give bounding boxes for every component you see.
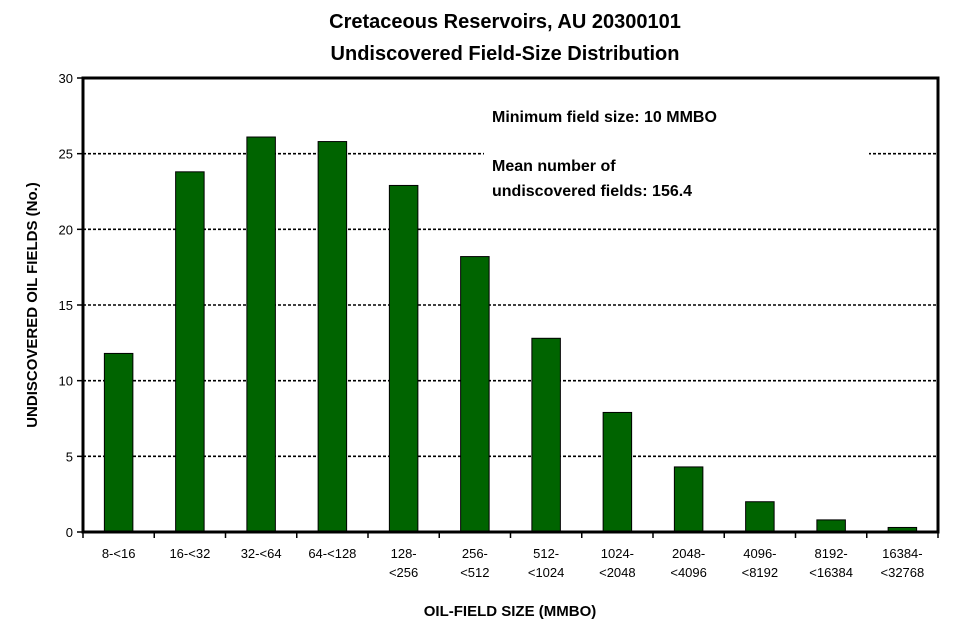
- y-tick-label: 30: [59, 71, 73, 86]
- annotation-mean-line-2: undiscovered fields: 156.4: [492, 183, 692, 200]
- x-tick-label: 8-<16: [102, 546, 136, 561]
- x-tick-label-line: 4096-: [743, 546, 776, 561]
- x-tick-label: 4096- <8192: [742, 546, 779, 580]
- x-tick-label-line: 8192-: [815, 546, 848, 561]
- bar: [317, 141, 348, 533]
- x-axis-label: OIL-FIELD SIZE (MMBO): [424, 603, 596, 620]
- x-tick-label-line: 128-: [391, 546, 417, 561]
- x-tick-label: 16-<32: [169, 546, 210, 561]
- x-axis-ticks: 8-<16 16-<32 32-<64 64-<128 128- <256 256- <512…: [82, 532, 939, 580]
- bar: [388, 184, 419, 533]
- x-tick-label-line: 512-: [533, 546, 559, 561]
- bar: [602, 411, 633, 533]
- annotation-mean-line-1: Mean number of: [492, 158, 616, 175]
- x-tick-label-line: <8192: [742, 565, 779, 580]
- x-tick-label-line: <1024: [528, 565, 565, 580]
- x-tick-label-line: 2048-: [672, 546, 705, 561]
- x-tick-label: 16384- <32768: [881, 546, 925, 580]
- bar: [745, 501, 775, 533]
- x-tick-label-line: <4096: [670, 565, 707, 580]
- y-tick-label: 0: [66, 525, 73, 540]
- y-tick-label: 10: [59, 374, 73, 389]
- x-tick-label: 256- <512: [460, 546, 489, 580]
- x-tick-label-line: 16384-: [882, 546, 922, 561]
- x-tick-label-line: <2048: [599, 565, 636, 580]
- x-tick-label-line: 64-<128: [308, 546, 356, 561]
- x-tick-label-line: <512: [460, 565, 489, 580]
- y-tick-label: 15: [59, 298, 73, 313]
- y-tick-label: 25: [59, 147, 73, 162]
- bars: [103, 136, 918, 533]
- bar: [460, 256, 490, 533]
- x-tick-label-line: 32-<64: [241, 546, 282, 561]
- y-tick-label: 5: [66, 449, 73, 464]
- x-tick-label-line: <256: [389, 565, 418, 580]
- x-tick-label: 128- <256: [389, 546, 418, 580]
- chart-title-line-1: Cretaceous Reservoirs, AU 20300101: [329, 11, 681, 33]
- bar: [531, 337, 561, 533]
- x-tick-label-line: 1024-: [601, 546, 634, 561]
- y-axis-label: UNDISCOVERED OIL FIELDS (No.): [24, 182, 41, 428]
- y-axis-ticks: 0 5 10 15 20 25 30: [59, 71, 83, 540]
- x-tick-label: 2048- <4096: [670, 546, 707, 580]
- bar: [673, 466, 704, 533]
- bar: [175, 171, 205, 533]
- x-tick-label: 8192- <16384: [809, 546, 853, 580]
- annotation-min-field-size: Minimum field size: 10 MMBO: [492, 109, 717, 126]
- y-tick-label: 20: [59, 222, 73, 237]
- x-tick-label: 64-<128: [308, 546, 356, 561]
- x-tick-label: 512- <1024: [528, 546, 565, 580]
- chart-title-line-2: Undiscovered Field-Size Distribution: [331, 43, 680, 65]
- bar: [246, 136, 276, 533]
- x-tick-label-line: <32768: [881, 565, 925, 580]
- bar: [816, 519, 846, 533]
- x-tick-label: 32-<64: [241, 546, 282, 561]
- x-tick-label: 1024- <2048: [599, 546, 636, 580]
- annotation-background: [484, 96, 869, 208]
- x-tick-label-line: 8-<16: [102, 546, 136, 561]
- x-tick-label-line: 256-: [462, 546, 488, 561]
- bar: [103, 352, 134, 533]
- x-tick-label-line: <16384: [809, 565, 853, 580]
- x-tick-label-line: 16-<32: [169, 546, 210, 561]
